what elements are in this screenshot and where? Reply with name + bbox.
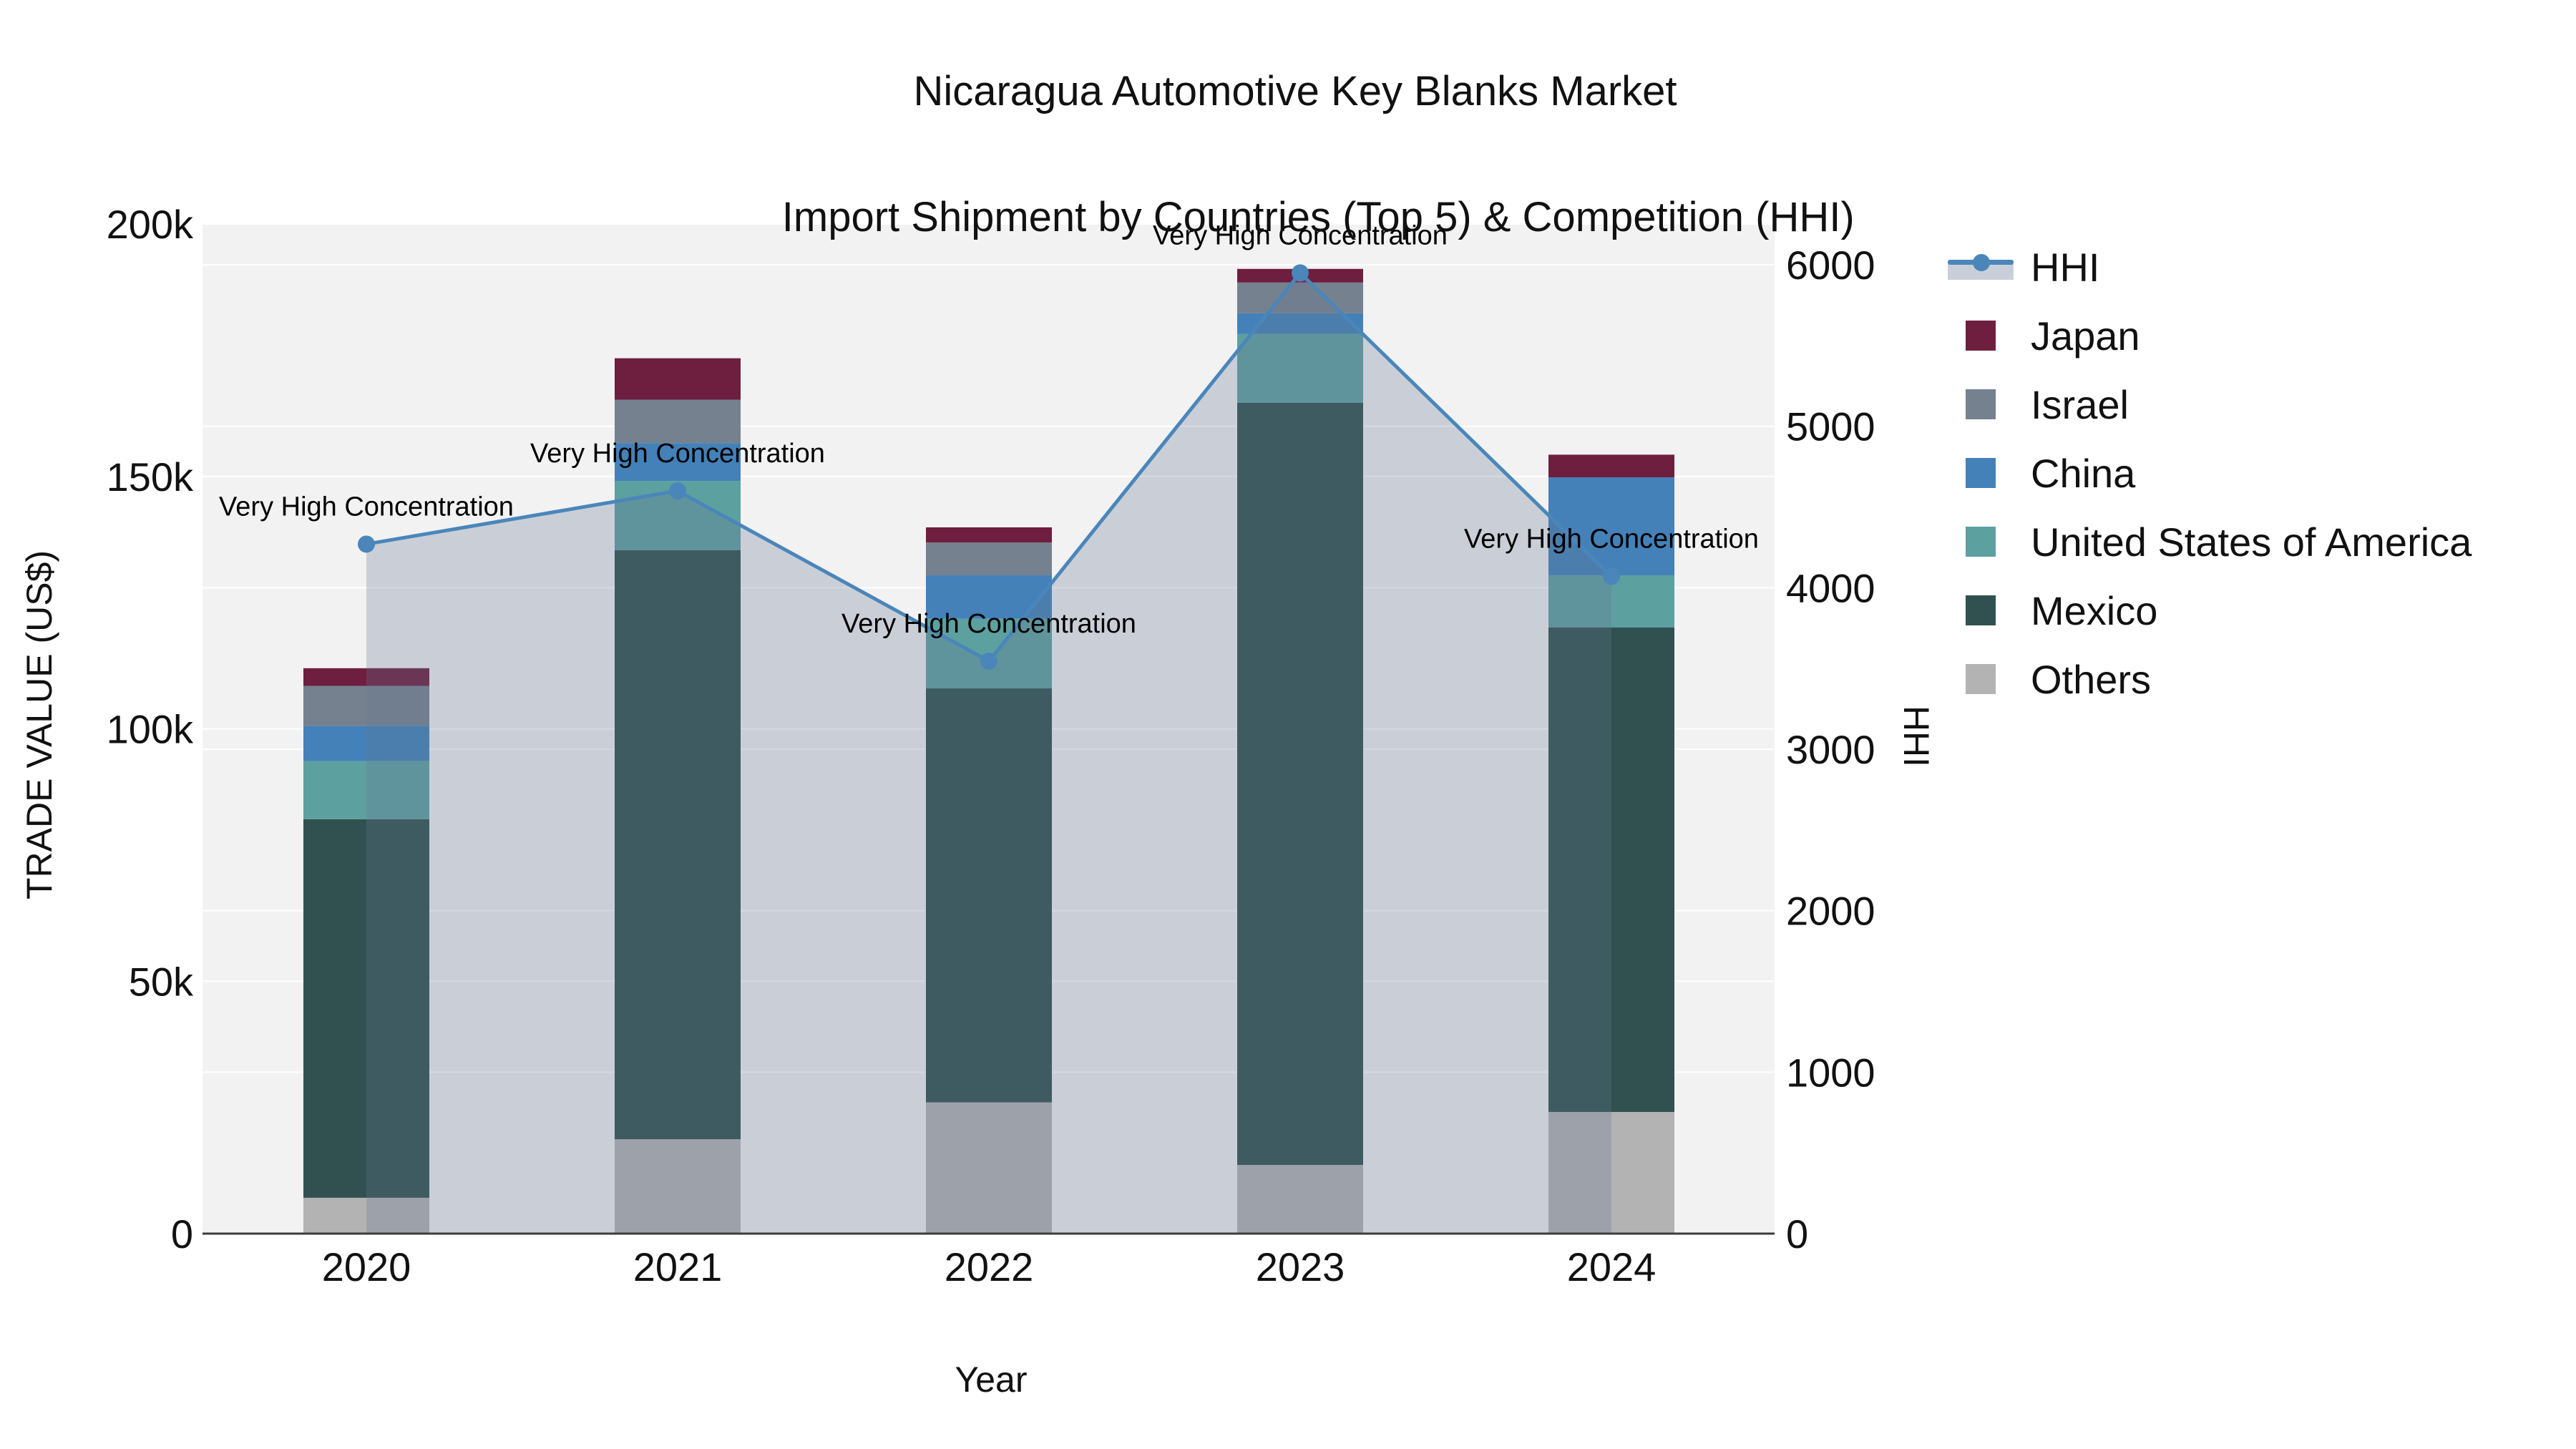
- annotation-2023: Very High Concentration: [1153, 220, 1448, 250]
- bar-segment-others-2023[interactable]: [1237, 1165, 1363, 1234]
- bar-segment-mexico-2024[interactable]: [1548, 627, 1674, 1112]
- legend-item-israel[interactable]: Israel: [1948, 370, 2472, 439]
- annotation-2024: Very High Concentration: [1464, 525, 1759, 555]
- y2-tick-4000: 4000: [1786, 565, 1875, 610]
- legend-item-others[interactable]: Others: [1948, 645, 2472, 713]
- annotation-2021: Very High Concentration: [530, 439, 825, 469]
- legend-swatch-icon: [1948, 589, 2014, 632]
- chart-title-line1: Nicaragua Automotive Key Blanks Market: [913, 68, 1677, 114]
- hhi-marker-2022[interactable]: [980, 653, 997, 670]
- x-tick-2021: 2021: [633, 1244, 723, 1289]
- y-tick-150k: 150k: [107, 454, 194, 499]
- hhi-marker-2023[interactable]: [1292, 264, 1309, 282]
- legend-label: Others: [2031, 656, 2152, 702]
- x-tick-2020: 2020: [322, 1244, 411, 1289]
- bar-segment-others-2021[interactable]: [615, 1139, 741, 1234]
- bar-segment-israel-2022[interactable]: [926, 542, 1052, 576]
- x-tick-2023: 2023: [1256, 1244, 1345, 1289]
- y2-tick-6000: 6000: [1786, 243, 1875, 288]
- chart-title-line2: Import Shipment by Countries (Top 5) & C…: [781, 194, 1855, 240]
- y-tick-0: 0: [171, 1211, 193, 1257]
- x-tick-2022: 2022: [945, 1244, 1034, 1289]
- legend-label: Japan: [2031, 313, 2140, 358]
- legend-label: Mexico: [2031, 587, 2158, 633]
- hhi-marker-2021[interactable]: [669, 482, 686, 500]
- bar-segment-others-2022[interactable]: [926, 1102, 1052, 1234]
- bar-segment-united-states-of-america-2020[interactable]: [303, 761, 429, 819]
- y-axis-title: TRADE VALUE (US$): [19, 550, 59, 900]
- legend-swatch-icon: [1948, 383, 2014, 426]
- bar-segment-mexico-2020[interactable]: [303, 819, 429, 1198]
- legend-swatch-icon: [1948, 452, 2014, 494]
- legend-item-mexico[interactable]: Mexico: [1948, 576, 2472, 645]
- y-tick-50k: 50k: [129, 959, 194, 1004]
- annotation-2020: Very High Concentration: [219, 492, 514, 522]
- bar-segment-japan-2022[interactable]: [926, 527, 1052, 543]
- y2-tick-5000: 5000: [1786, 404, 1875, 449]
- bar-segment-israel-2023[interactable]: [1237, 282, 1363, 313]
- y2-axis-title: HHI: [1896, 705, 1936, 768]
- bar-segment-others-2024[interactable]: [1548, 1111, 1674, 1234]
- y2-tick-1000: 1000: [1786, 1050, 1875, 1095]
- legend-item-china[interactable]: China: [1948, 439, 2472, 507]
- legend-item-hhi[interactable]: HHI: [1948, 233, 2472, 301]
- legend-swatch-icon: [1948, 314, 2014, 357]
- annotation-2022: Very High Concentration: [841, 609, 1136, 639]
- hhi-marker-2020[interactable]: [358, 535, 375, 553]
- hhi-marker-2024[interactable]: [1603, 567, 1620, 585]
- bar-segment-china-2020[interactable]: [303, 726, 429, 761]
- legend-swatch-icon: [1948, 658, 2014, 701]
- y-tick-200k: 200k: [107, 202, 194, 247]
- legend-swatch-icon: [1948, 520, 2014, 563]
- bar-segment-japan-2021[interactable]: [615, 358, 741, 400]
- legend-label: United States of America: [2031, 519, 2472, 565]
- y2-tick-3000: 3000: [1786, 727, 1875, 772]
- bar-segment-united-states-of-america-2023[interactable]: [1237, 333, 1363, 403]
- bar-segment-israel-2021[interactable]: [615, 399, 741, 444]
- hhi-line-swatch-icon: [1948, 245, 2014, 288]
- legend-item-united-states-of-america[interactable]: United States of America: [1948, 507, 2472, 576]
- y-tick-100k: 100k: [107, 707, 194, 752]
- bar-segment-japan-2024[interactable]: [1548, 454, 1674, 478]
- legend-label: HHI: [2031, 244, 2100, 290]
- x-tick-2024: 2024: [1567, 1244, 1657, 1289]
- bar-segment-china-2024[interactable]: [1548, 477, 1674, 576]
- y2-tick-0: 0: [1786, 1211, 1808, 1257]
- legend-label: Israel: [2031, 381, 2129, 427]
- legend: HHI Japan Israel China United States of Amer…: [1948, 233, 2472, 713]
- legend-label: China: [2031, 450, 2136, 496]
- bar-segment-china-2021[interactable]: [615, 443, 741, 482]
- bar-segment-israel-2020[interactable]: [303, 686, 429, 726]
- bar-segment-mexico-2021[interactable]: [615, 550, 741, 1140]
- bar-segment-others-2020[interactable]: [303, 1197, 429, 1234]
- y2-tick-2000: 2000: [1786, 889, 1875, 934]
- legend-item-japan[interactable]: Japan: [1948, 301, 2472, 370]
- hhi-area-fill: [366, 273, 1611, 1234]
- bar-segment-mexico-2023[interactable]: [1237, 402, 1363, 1166]
- chart-title: Nicaragua Automotive Key Blanks Market I…: [0, 60, 2576, 312]
- x-axis-title: Year: [955, 1360, 1028, 1400]
- bar-segment-mexico-2022[interactable]: [926, 688, 1052, 1103]
- bar-segment-japan-2020[interactable]: [303, 668, 429, 686]
